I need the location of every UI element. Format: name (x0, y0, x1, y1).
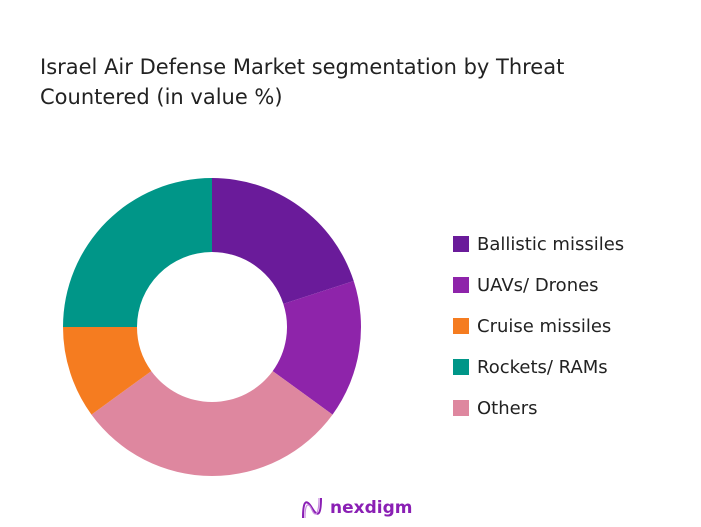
legend-swatch (453, 318, 469, 334)
legend: Ballistic missiles UAVs/ Drones Cruise mis… (453, 234, 624, 439)
legend-item: Others (453, 397, 624, 419)
slice-cruise-missiles (63, 327, 152, 415)
legend-swatch (453, 359, 469, 375)
legend-swatch (453, 400, 469, 416)
logo-text: nexdigm (330, 498, 413, 518)
legend-label: Ballistic missiles (477, 233, 625, 255)
legend-item: UAVs/ Drones (453, 274, 624, 296)
chart-title: Israel Air Defense Market segmentation b… (40, 55, 565, 109)
legend-item: Ballistic missiles (453, 233, 625, 255)
slice-uavs-drones (272, 280, 361, 415)
legend-swatch (453, 236, 469, 252)
logo-wave-icon (302, 497, 322, 519)
legend-label: Cruise missiles (477, 315, 612, 337)
legend-label: Others (477, 397, 538, 419)
legend-label: UAVs/ Drones (477, 274, 599, 296)
slice-ballistic-missiles (212, 178, 354, 304)
slice-others (91, 371, 333, 477)
slice-rockets-rams (63, 178, 212, 327)
legend-swatch (453, 277, 469, 293)
legend-label: Rockets/ RAMs (477, 356, 608, 378)
legend-item: Cruise missiles (453, 315, 624, 337)
nexdigm-logo: nexdigm (300, 496, 412, 520)
legend-item: Rockets/ RAMs (453, 356, 624, 378)
